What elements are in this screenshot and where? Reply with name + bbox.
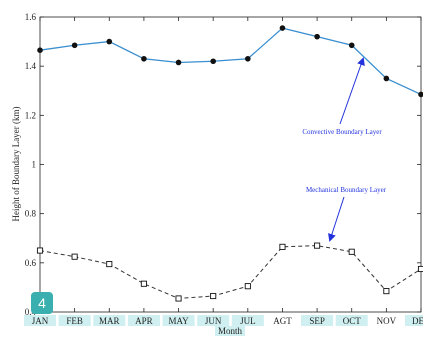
x-axis: JAN FEB MAR APR MAY JUN JUL AGT SEP OCT NOV DEC (32, 17, 423, 326)
x-tick-label-dec: DEC (412, 316, 423, 326)
x-tick-label-jan: JAN (32, 316, 49, 326)
x-axis-title-highlight (215, 326, 245, 336)
y-tick-label: 1 (32, 160, 37, 170)
data-point-mechanical-boundary-layer-nov (383, 288, 390, 295)
data-point-mechanical-boundary-layer-agt (279, 243, 286, 250)
x-tick-label-jul: JUL (240, 316, 256, 326)
data-point-mechanical-boundary-layer-oct (348, 248, 355, 255)
x-tick-label-mar: MAR (99, 316, 120, 326)
data-point-convective-boundary-layer-sep (314, 33, 320, 40)
series-line-mechanical-boundary-layer (39, 245, 422, 299)
step-badge: 4 (31, 292, 53, 314)
data-point-mechanical-boundary-layer-may (175, 295, 182, 302)
data-point-convective-boundary-layer-mar (106, 38, 113, 45)
x-tick-highlight-apr (127, 315, 160, 326)
y-tick-label: 0.6 (25, 258, 37, 268)
data-point-mechanical-boundary-layer-jan (36, 247, 44, 254)
y-axis-title: Height of Boundary Layer (km) (11, 107, 21, 222)
annotation-convective-arrow (339, 57, 365, 125)
x-tick-label-jun: JUN (205, 316, 222, 326)
y-tick-label: 1.2 (25, 110, 36, 120)
data-point-convective-boundary-layer-feb (71, 42, 78, 49)
data-point-convective-boundary-layer-dec (418, 91, 423, 98)
x-tick-label-nov: NOV (377, 316, 397, 326)
data-point-convective-boundary-layer-oct (348, 42, 355, 49)
x-tick-highlight-mar (93, 315, 126, 326)
data-point-convective-boundary-layer-may (175, 59, 182, 66)
x-tick-label-apr: APR (135, 316, 153, 326)
x-tick-highlight-oct (335, 315, 368, 326)
y-axis: 0.4 0.6 0.8 1 1.2 1.4 1.6 (25, 12, 421, 317)
data-point-mechanical-boundary-layer-apr (140, 280, 147, 287)
data-point-convective-boundary-layer-jun (210, 58, 216, 65)
data-point-mechanical-boundary-layer-dec (417, 265, 423, 273)
x-tick-label-may: MAY (168, 316, 189, 326)
data-point-mechanical-boundary-layer-jun (210, 292, 217, 300)
annotation-mechanical-label: Mechanical Boundary Layer (306, 186, 387, 194)
x-tick-highlight-jul (231, 315, 264, 326)
data-point-mechanical-boundary-layer-jul (244, 283, 251, 290)
x-tick-highlight-sep (301, 315, 334, 326)
data-point-convective-boundary-layer-jul (245, 55, 251, 62)
plot-frame (39, 16, 422, 313)
data-point-convective-boundary-layer-nov (383, 75, 390, 82)
x-tick-label-feb: FEB (66, 316, 83, 326)
data-point-convective-boundary-layer-jan (37, 47, 43, 53)
annotation-layer: Convective Boundary Layer Mechanical Boun… (302, 57, 387, 242)
y-tick-label: 1.6 (25, 12, 37, 22)
y-tick-label: 0.8 (25, 209, 37, 219)
data-point-mechanical-boundary-layer-feb (71, 253, 78, 260)
data-point-mechanical-boundary-layer-sep (314, 242, 321, 249)
data-point-convective-boundary-layer-apr (141, 55, 147, 62)
x-tick-highlight-jun (197, 315, 230, 326)
x-tick-highlight-may (162, 315, 195, 326)
series-layer (36, 25, 423, 302)
y-tick-label: 0.4 (25, 307, 37, 317)
series-line-convective-boundary-layer (39, 27, 422, 96)
data-point-mechanical-boundary-layer-mar (106, 261, 113, 268)
data-point-convective-boundary-layer-agt (279, 25, 286, 31)
annotation-convective-label: Convective Boundary Layer (302, 128, 382, 136)
x-tick-highlight-dec (405, 315, 423, 326)
x-tick-label-agt: AGT (273, 316, 292, 326)
x-axis-title: Month (218, 326, 243, 336)
x-tick-highlight-jan (24, 315, 56, 326)
x-tick-label-sep: SEP (309, 316, 325, 326)
annotation-mechanical-arrow (328, 196, 345, 242)
y-tick-label: 1.4 (25, 61, 37, 71)
x-tick-highlight-layer (24, 315, 423, 336)
x-tick-label-oct: OCT (343, 316, 362, 326)
x-tick-highlight-feb (58, 315, 91, 326)
